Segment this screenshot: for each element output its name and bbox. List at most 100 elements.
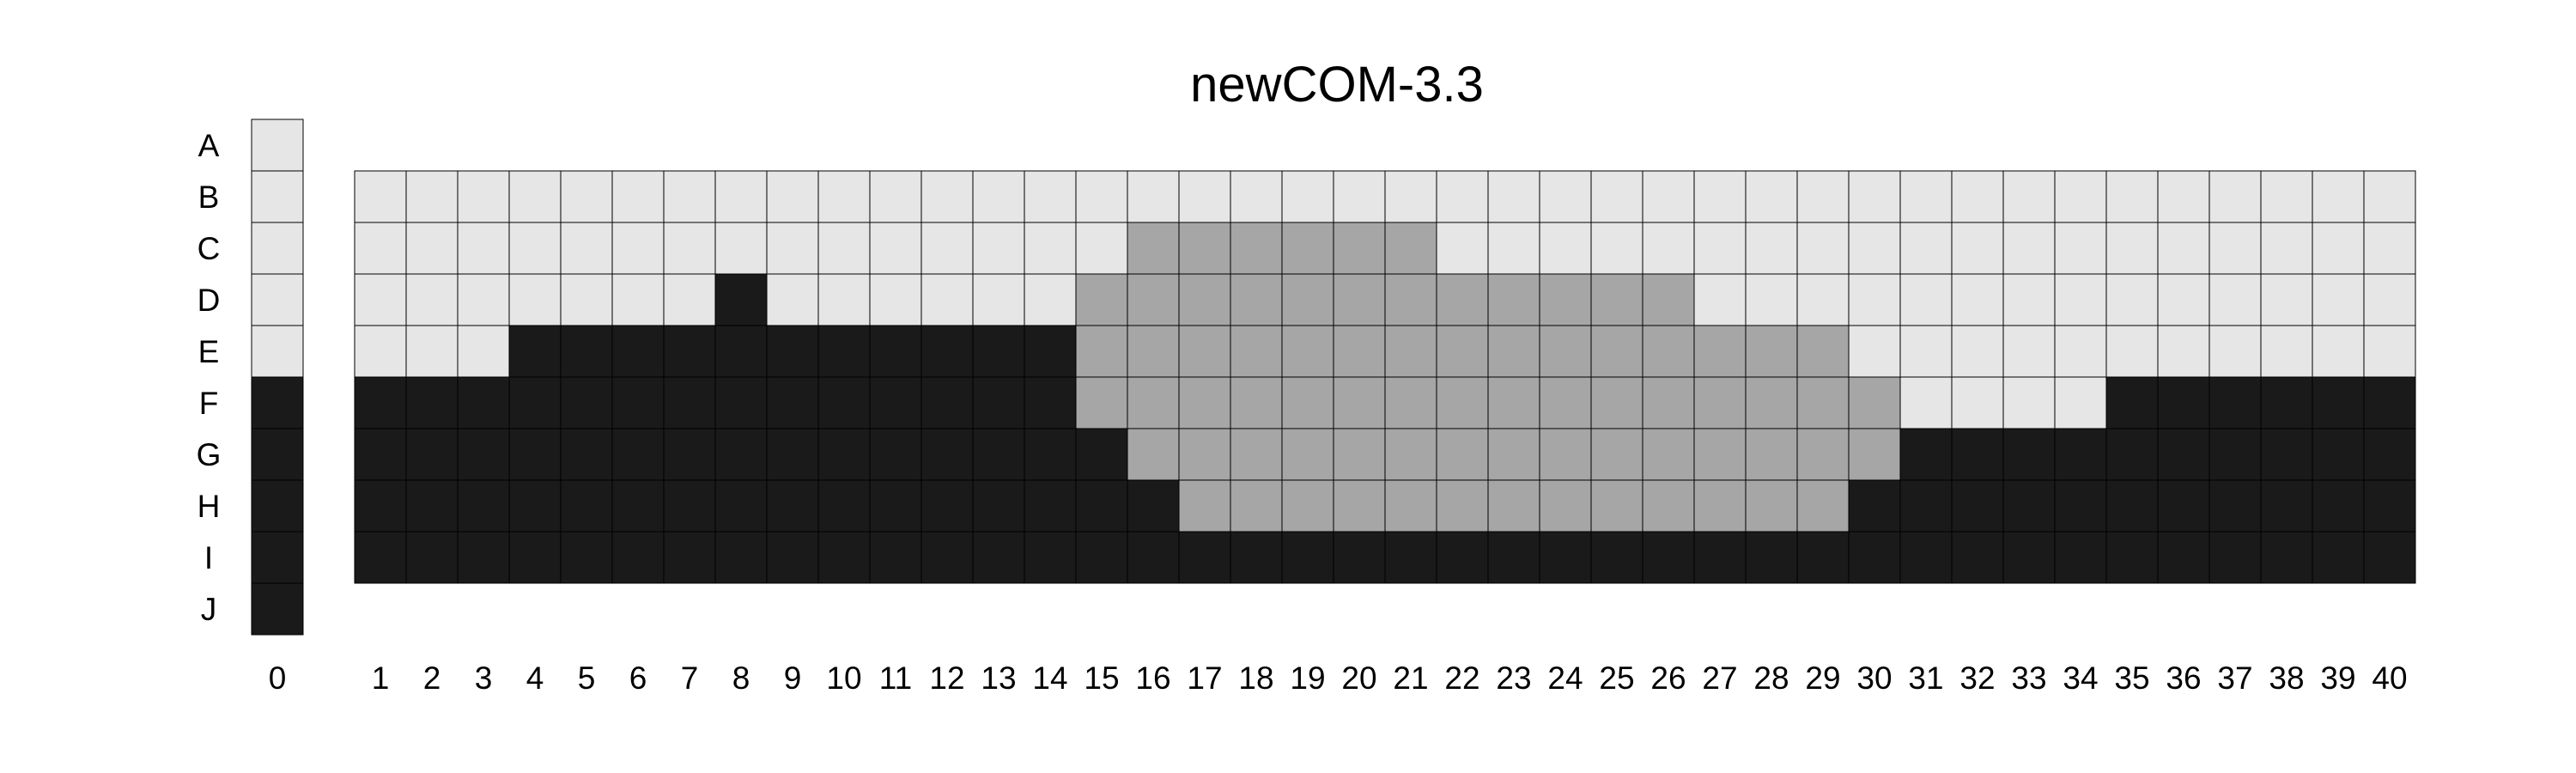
heatmap-cell <box>560 170 613 223</box>
heatmap-cell <box>251 325 304 378</box>
heatmap-cell <box>1796 376 1850 429</box>
row-label: F <box>199 386 219 421</box>
heatmap-cell <box>405 273 459 326</box>
heatmap-cell <box>663 325 716 378</box>
heatmap-cell <box>1384 531 1437 584</box>
heatmap-cell <box>354 376 407 429</box>
row-label: G <box>197 437 222 472</box>
row-label: A <box>198 128 220 163</box>
heatmap-cell <box>1796 479 1850 533</box>
heatmap-cell <box>1951 325 2004 378</box>
heatmap-cell <box>1539 325 1592 378</box>
column-label: 2 <box>423 660 441 696</box>
heatmap-cell <box>766 479 819 533</box>
heatmap-cell <box>2363 170 2416 223</box>
heatmap-cell <box>2157 170 2210 223</box>
heatmap-cell <box>1487 428 1540 481</box>
heatmap-cell <box>714 222 768 275</box>
heatmap-cell <box>354 222 407 275</box>
heatmap-cell <box>2157 325 2210 378</box>
heatmap-cell <box>972 273 1025 326</box>
heatmap-cell <box>1384 170 1437 223</box>
heatmap-cell <box>560 273 613 326</box>
heatmap-cell <box>2105 428 2159 481</box>
heatmap-cell <box>766 428 819 481</box>
heatmap-cell <box>1590 222 1643 275</box>
heatmap-cell <box>1127 428 1180 481</box>
heatmap-cell <box>2260 479 2313 533</box>
heatmap-cell <box>2208 170 2262 223</box>
heatmap-cell <box>1333 222 1386 275</box>
heatmap-cell <box>2208 531 2262 584</box>
heatmap-cell <box>2312 531 2365 584</box>
heatmap-cell <box>1230 376 1283 429</box>
heatmap-cell <box>1127 376 1180 429</box>
heatmap-cell <box>1075 325 1128 378</box>
heatmap-cell <box>1487 273 1540 326</box>
heatmap-cell <box>405 222 459 275</box>
heatmap-cell <box>1281 170 1334 223</box>
heatmap-cell <box>2054 170 2107 223</box>
heatmap-cell <box>508 376 562 429</box>
heatmap-cell <box>2054 273 2107 326</box>
heatmap-cell <box>2363 273 2416 326</box>
heatmap-cell <box>1333 531 1386 584</box>
heatmap-cell <box>2105 273 2159 326</box>
row-label: H <box>197 489 221 524</box>
heatmap-cell <box>1127 479 1180 533</box>
heatmap-cell <box>1951 222 2004 275</box>
heatmap-cell <box>1024 170 1077 223</box>
heatmap-cell <box>1642 428 1695 481</box>
heatmap-cell <box>405 376 459 429</box>
heatmap-cell <box>2054 428 2107 481</box>
heatmap-cell <box>1745 428 1798 481</box>
heatmap-cell <box>663 222 716 275</box>
heatmap-cell <box>817 531 871 584</box>
column-label: 19 <box>1290 660 1325 696</box>
column-label: 12 <box>929 660 964 696</box>
heatmap-cell <box>2312 325 2365 378</box>
heatmap-cell <box>1848 376 1901 429</box>
heatmap-cell <box>508 222 562 275</box>
heatmap-cell <box>2363 325 2416 378</box>
heatmap-cell <box>714 531 768 584</box>
heatmap-cell <box>920 376 974 429</box>
column-label: 17 <box>1187 660 1222 696</box>
heatmap-cell <box>1745 170 1798 223</box>
heatmap-cell <box>663 479 716 533</box>
heatmap-cell <box>817 325 871 378</box>
heatmap-cell <box>1024 428 1077 481</box>
heatmap-cell <box>1230 273 1283 326</box>
heatmap-cell <box>251 376 304 429</box>
heatmap-cell <box>251 479 304 533</box>
column-label: 32 <box>1959 660 1995 696</box>
heatmap-cell <box>354 428 407 481</box>
heatmap-cell <box>1230 428 1283 481</box>
heatmap-cell <box>1642 222 1695 275</box>
heatmap-cell <box>457 428 510 481</box>
heatmap-cell <box>1024 325 1077 378</box>
column-label: 35 <box>2114 660 2149 696</box>
column-label: 0 <box>269 660 287 696</box>
heatmap-cell <box>2105 170 2159 223</box>
heatmap-cell <box>2002 273 2056 326</box>
heatmap-cell <box>1230 325 1283 378</box>
heatmap-cell <box>560 222 613 275</box>
heatmap-cell <box>1642 479 1695 533</box>
heatmap-cell <box>405 428 459 481</box>
column-label: 25 <box>1599 660 1634 696</box>
heatmap-cell <box>869 170 922 223</box>
heatmap-cell <box>1951 273 2004 326</box>
column-label: 1 <box>372 660 390 696</box>
heatmap-cell <box>817 479 871 533</box>
heatmap-cell <box>1384 273 1437 326</box>
heatmap-cell <box>1745 222 1798 275</box>
heatmap-cell <box>2002 428 2056 481</box>
heatmap-cell <box>1075 222 1128 275</box>
heatmap-cell <box>251 428 304 481</box>
column-label: 15 <box>1084 660 1119 696</box>
heatmap-cell <box>1230 479 1283 533</box>
heatmap-cell <box>1796 170 1850 223</box>
heatmap-cell <box>1693 273 1747 326</box>
heatmap-cell <box>508 170 562 223</box>
